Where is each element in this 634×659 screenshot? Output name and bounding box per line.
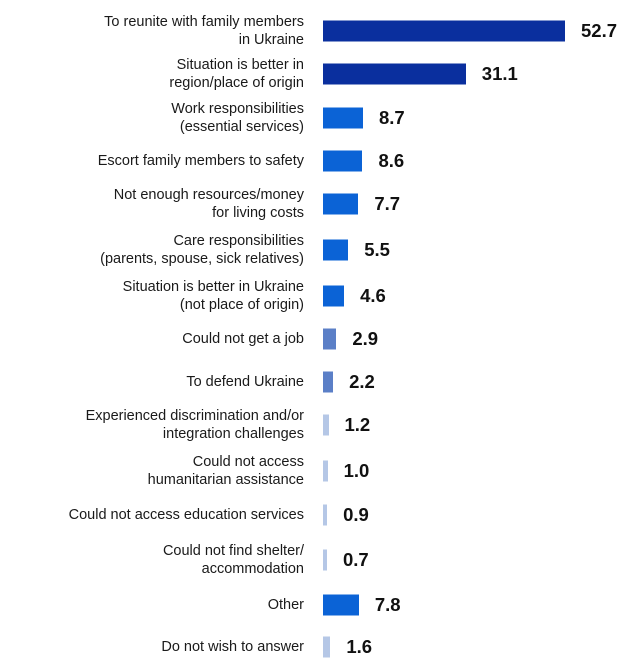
category-label: Could not access humanitarian assistance: [147, 454, 304, 488]
category-label: Situation is better in region/place of o…: [169, 57, 304, 91]
bar: [323, 460, 328, 482]
category-label: Could not access education services: [68, 507, 304, 523]
category-label: Could not get a job: [182, 331, 304, 347]
category-label: Care responsibilities (parents, spouse, …: [100, 233, 304, 267]
bar: [323, 20, 565, 42]
value-label: 0.9: [343, 504, 369, 525]
category-label: Escort family members to safety: [97, 153, 304, 169]
bar: [323, 150, 363, 172]
category-label: Other: [267, 597, 304, 613]
bar: [323, 285, 345, 307]
category-label: Work responsibilities (essential service…: [171, 101, 304, 135]
value-label: 31.1: [481, 63, 518, 84]
value-label: 1.6: [346, 636, 373, 657]
bar: [323, 63, 466, 85]
category-label: To defend Ukraine: [186, 374, 304, 390]
bar: [323, 504, 328, 526]
category-label: To reunite with family members in Ukrain…: [104, 14, 304, 48]
category-label: Could not find shelter/ accommodation: [162, 543, 304, 577]
value-label: 2.2: [349, 371, 375, 392]
bar: [323, 239, 349, 261]
bar: [323, 193, 359, 215]
value-label: 8.6: [378, 150, 405, 171]
bar: [323, 371, 334, 393]
value-label: 52.7: [581, 20, 618, 41]
value-label: 1.2: [344, 414, 371, 435]
value-label: 4.6: [360, 285, 386, 306]
bar: [323, 107, 363, 129]
value-label: 5.5: [364, 239, 390, 260]
value-label: 0.7: [343, 549, 369, 570]
bar: [323, 594, 359, 616]
category-label: Experienced discrimination and/or integr…: [85, 408, 304, 442]
bar: [323, 328, 337, 350]
value-label: 2.9: [352, 328, 379, 349]
bar: [323, 636, 331, 658]
value-label: 7.8: [374, 594, 401, 615]
value-label: 7.7: [374, 193, 401, 214]
category-label: Situation is better in Ukraine (not plac…: [122, 279, 304, 313]
category-label: Do not wish to answer: [161, 639, 304, 655]
value-label: 8.7: [378, 107, 405, 128]
bar: [323, 414, 329, 436]
category-label: Not enough resources/money for living co…: [113, 187, 304, 221]
value-label: 1.0: [343, 460, 370, 481]
bar: [323, 549, 327, 571]
